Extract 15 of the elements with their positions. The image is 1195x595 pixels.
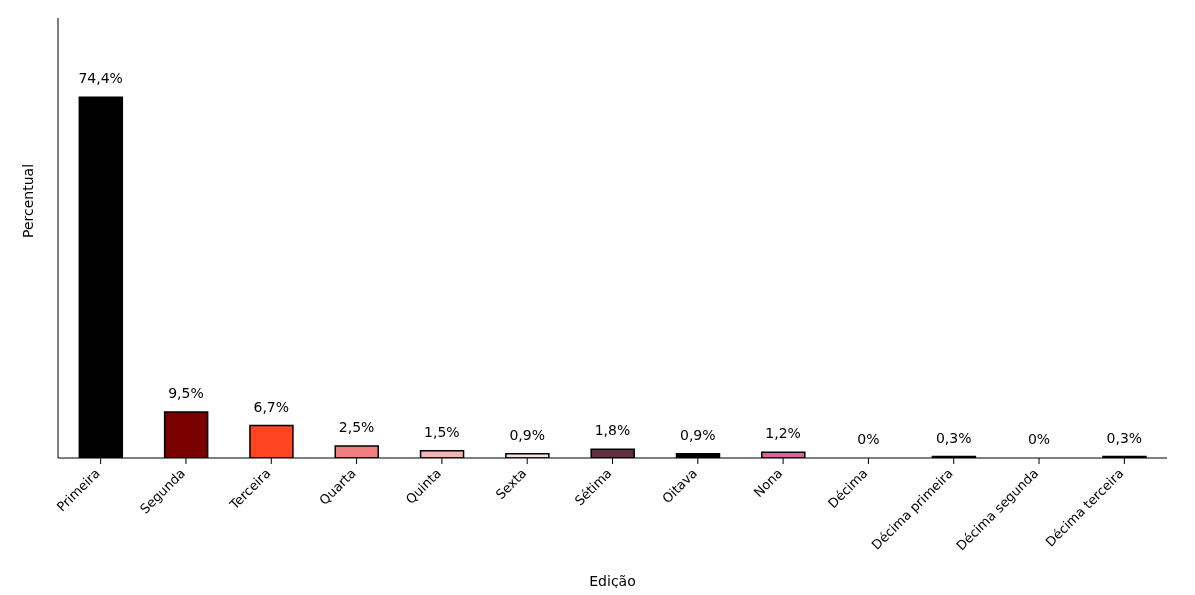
data-label: 1,2% bbox=[765, 425, 801, 442]
x-axis-title: Edição bbox=[589, 573, 636, 589]
data-label: 0,9% bbox=[509, 426, 545, 443]
data-label: 2,5% bbox=[338, 418, 375, 435]
data-label: 9,5% bbox=[168, 384, 204, 401]
y-axis-title: Percentual bbox=[19, 163, 36, 238]
data-label: 0,3% bbox=[1106, 429, 1143, 446]
data-label: 0,9% bbox=[680, 426, 716, 443]
data-label: 1,8% bbox=[594, 422, 631, 439]
data-label: 0,3% bbox=[935, 429, 972, 446]
data-label: 0% bbox=[857, 431, 880, 447]
data-label: 0% bbox=[1027, 431, 1051, 447]
data-label: 6,7% bbox=[253, 398, 290, 415]
data-label: 1,5% bbox=[424, 423, 460, 440]
data-label: 74,4% bbox=[78, 70, 123, 87]
